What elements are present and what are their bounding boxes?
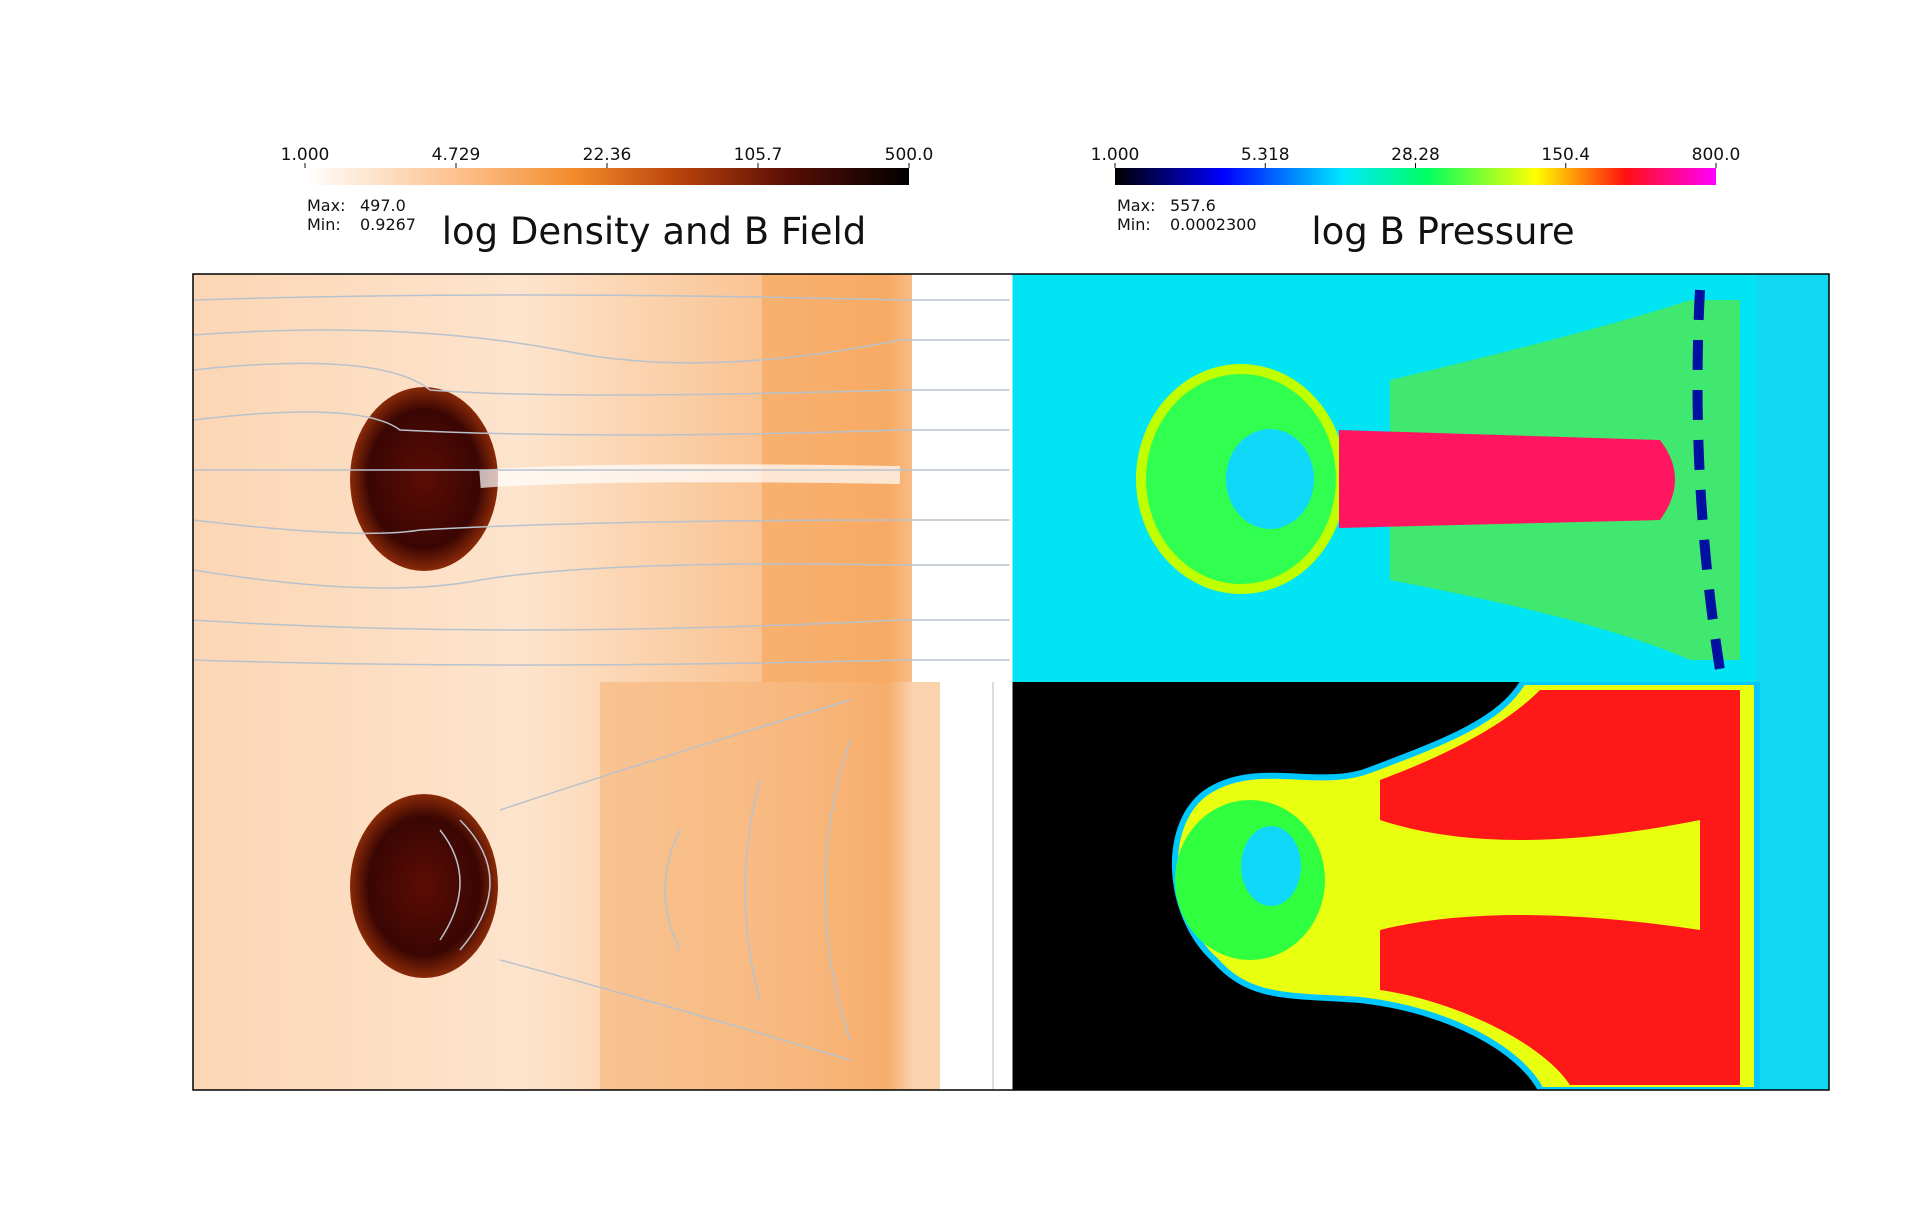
min-value: 0.9267 <box>360 215 416 234</box>
max-label: Max: <box>307 196 345 215</box>
colorbar-tick-label: 150.4 <box>1541 145 1590 165</box>
colorbar-tick-label: 28.28 <box>1391 145 1440 165</box>
pressure-field-top <box>1011 274 1829 682</box>
frame <box>192 273 1830 1091</box>
pressure-field-bottom <box>1011 682 1829 1090</box>
max-value: 557.6 <box>1170 196 1216 215</box>
max-label: Max: <box>1117 196 1155 215</box>
min-label: Min: <box>307 215 341 234</box>
min-value: 0.0002300 <box>1170 215 1257 234</box>
colorbar <box>305 168 909 185</box>
colorbar-tick-label: 5.318 <box>1241 145 1290 165</box>
colorbar-tick-label: 500.0 <box>885 145 934 165</box>
min-label: Min: <box>1117 215 1151 234</box>
colorbar-tick-label: 105.7 <box>734 145 783 165</box>
panel-title: log B Pressure <box>1311 210 1574 253</box>
colorbar-tick-label: 1.000 <box>1091 145 1140 165</box>
colorbar <box>1115 168 1716 185</box>
colorbar-tick-label: 4.729 <box>432 145 481 165</box>
panel-title: log Density and B Field <box>442 210 867 253</box>
colorbar-tick-label: 1.000 <box>281 145 330 165</box>
colorbar-tick-label: 22.36 <box>583 145 632 165</box>
max-value: 497.0 <box>360 196 406 215</box>
density-field <box>193 274 1011 1090</box>
colorbar-tick-label: 800.0 <box>1692 145 1741 165</box>
